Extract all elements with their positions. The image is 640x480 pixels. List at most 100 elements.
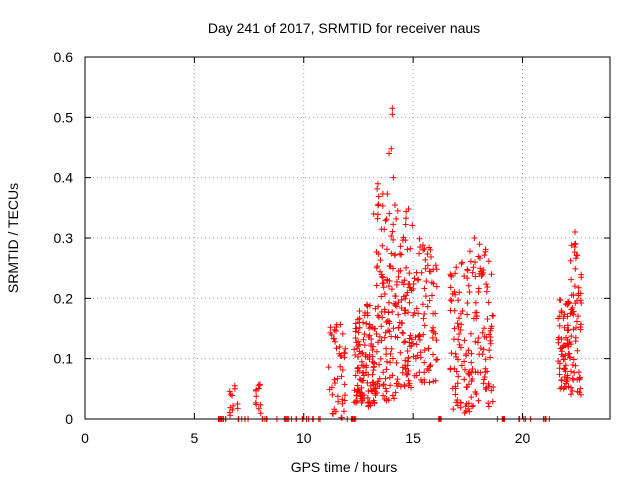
data-point — [565, 350, 572, 357]
data-point — [465, 400, 472, 407]
data-point — [331, 335, 338, 342]
data-point — [361, 342, 368, 349]
data-point — [486, 383, 493, 390]
data-point — [559, 344, 566, 351]
data-point — [371, 360, 378, 367]
data-point — [448, 297, 455, 304]
data-point — [379, 242, 386, 249]
data-point — [566, 354, 573, 361]
data-point — [561, 324, 568, 331]
data-point — [398, 251, 405, 258]
data-point — [339, 330, 346, 337]
data-point — [477, 265, 484, 272]
data-point — [410, 340, 417, 347]
data-point — [420, 247, 427, 254]
data-point — [421, 347, 428, 354]
data-point — [338, 414, 345, 421]
data-point — [433, 266, 440, 273]
data-point — [568, 242, 575, 249]
data-point — [461, 273, 468, 280]
data-point — [383, 276, 390, 283]
data-point — [421, 285, 428, 292]
data-point — [578, 271, 585, 278]
data-point — [455, 323, 462, 330]
data-point — [422, 256, 429, 263]
data-point — [451, 325, 458, 332]
data-point — [458, 260, 465, 267]
data-point — [447, 296, 454, 303]
data-point — [432, 377, 439, 384]
data-point — [577, 374, 584, 381]
data-point — [417, 243, 424, 250]
data-point — [430, 280, 437, 287]
data-point — [404, 371, 411, 378]
data-point — [472, 338, 479, 345]
data-point — [558, 308, 565, 315]
data-point — [383, 216, 390, 223]
data-point — [423, 278, 430, 285]
data-point — [421, 322, 428, 329]
data-point — [407, 332, 414, 339]
data-point — [569, 361, 576, 368]
data-point — [555, 339, 562, 346]
data-point — [351, 399, 358, 406]
data-point — [485, 400, 492, 407]
data-point — [364, 312, 371, 319]
data-point — [394, 207, 401, 214]
data-point — [430, 324, 437, 331]
data-point — [417, 354, 424, 361]
data-point — [562, 362, 569, 369]
data-point — [385, 309, 392, 316]
y-tick-label: 0.1 — [54, 351, 74, 367]
data-point — [340, 408, 347, 415]
data-point — [358, 390, 365, 397]
data-point — [378, 226, 385, 233]
data-point — [471, 235, 478, 241]
data-point — [575, 292, 582, 299]
data-point — [557, 297, 564, 304]
data-point — [382, 329, 389, 336]
y-tick-label: 0.4 — [54, 170, 74, 186]
data-point — [367, 382, 374, 389]
data-point — [326, 386, 333, 393]
data-point — [387, 263, 394, 270]
data-point — [556, 371, 563, 378]
plot-frame — [84, 56, 611, 420]
data-point — [383, 358, 390, 365]
data-point — [373, 282, 380, 289]
data-point — [364, 399, 371, 406]
data-point — [421, 310, 428, 317]
data-point — [452, 270, 459, 277]
data-point — [430, 328, 437, 335]
data-point — [413, 341, 420, 348]
data-point — [562, 368, 569, 375]
data-point — [476, 351, 483, 358]
data-point — [569, 375, 576, 382]
data-point — [403, 208, 410, 215]
data-point — [355, 329, 362, 336]
data-point — [360, 372, 367, 379]
data-point — [572, 255, 579, 262]
data-point — [332, 338, 339, 345]
data-point — [398, 297, 405, 304]
data-point — [252, 387, 259, 394]
data-point — [481, 325, 488, 332]
data-point — [333, 327, 340, 334]
data-point — [562, 342, 569, 349]
data-point — [397, 243, 404, 250]
data-point — [383, 319, 390, 326]
data-point — [464, 267, 471, 274]
data-point — [366, 332, 373, 339]
data-point — [556, 322, 563, 329]
data-point — [380, 381, 387, 388]
data-point — [573, 297, 580, 304]
data-point — [371, 325, 378, 332]
data-point — [569, 304, 576, 311]
data-point — [555, 315, 562, 322]
data-point — [457, 399, 464, 406]
data-point — [479, 271, 486, 278]
data-point — [483, 281, 490, 288]
data-point — [389, 105, 396, 112]
data-point — [366, 302, 373, 309]
data-point — [356, 324, 363, 331]
